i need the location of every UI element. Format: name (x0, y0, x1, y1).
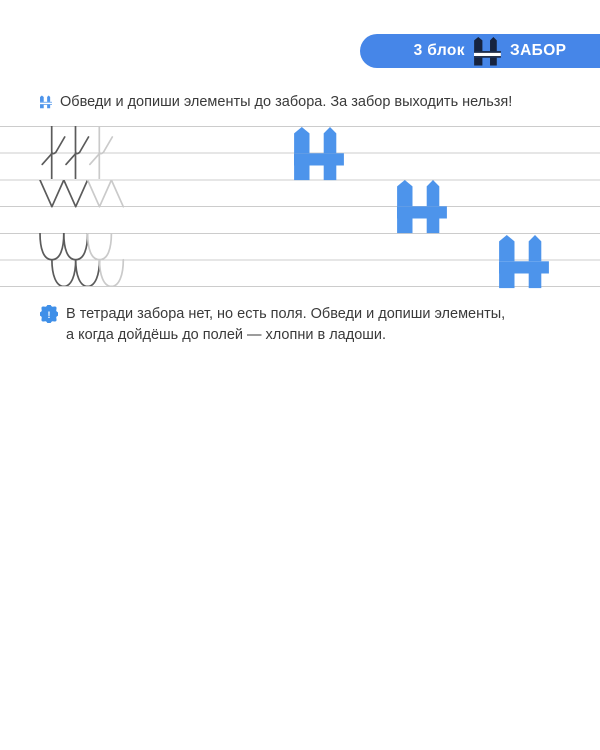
svg-text:!: ! (48, 310, 51, 320)
